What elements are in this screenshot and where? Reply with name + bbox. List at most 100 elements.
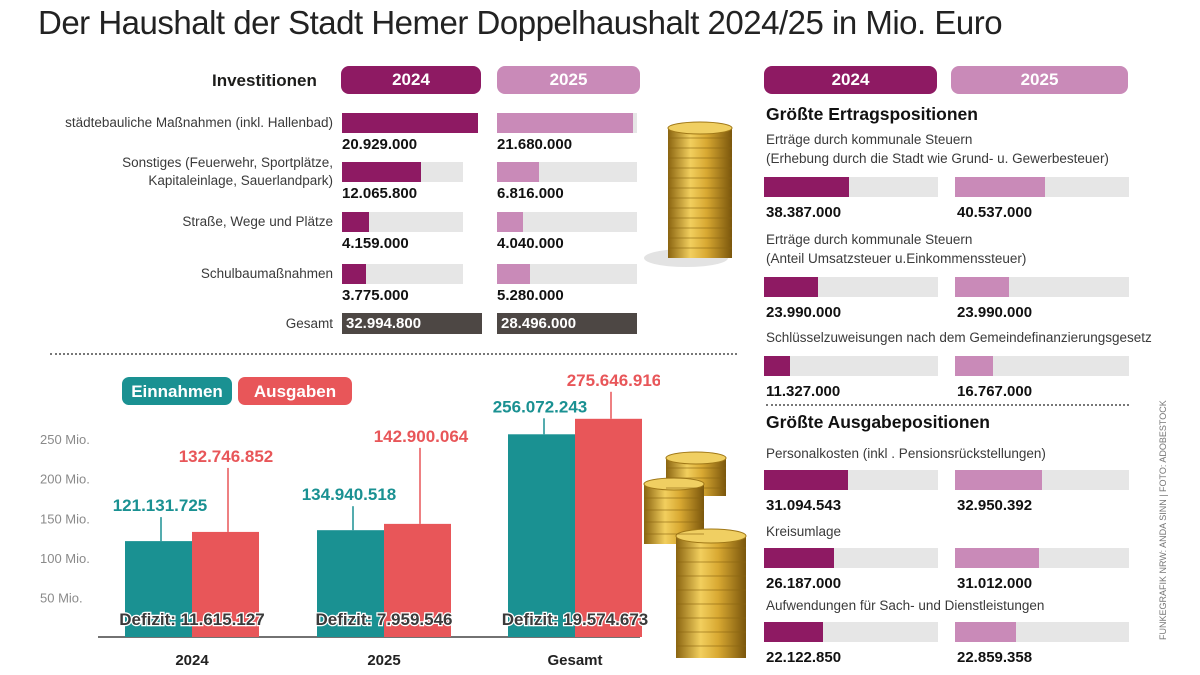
bar-einnahmen bbox=[125, 541, 192, 637]
x-tick-label: Gesamt bbox=[547, 652, 602, 669]
investitionen-bar-2024 bbox=[342, 264, 367, 284]
ertrag-heading: Größte Ertragspositionen bbox=[766, 104, 978, 124]
investitionen-value-2025: 6.816.000 bbox=[497, 185, 564, 202]
ertrag-value-2024: 38.387.000 bbox=[766, 204, 842, 221]
ertrag-bar-track-2024 bbox=[764, 177, 938, 197]
investitionen-bar-track-2024 bbox=[342, 162, 463, 182]
ertrag-row-label: Erträge durch kommunale Steuern (Erhebung… bbox=[766, 132, 1109, 166]
y-tick-label: 250 Mio. bbox=[40, 432, 90, 447]
value-label-einnahmen: 121.131.725 bbox=[113, 496, 208, 515]
investitionen-bar-2025 bbox=[497, 113, 633, 133]
investitionen-bar-track-2024 bbox=[342, 113, 478, 133]
investitionen-bar-2025 bbox=[497, 264, 530, 284]
ausgabe-bar-2024 bbox=[764, 470, 848, 490]
investitionen-bar-track-2025 bbox=[497, 162, 637, 182]
y-tick-label: 200 Mio. bbox=[40, 472, 90, 487]
ausgabe-row-label: Personalkosten (inkl . Pensionsrückstell… bbox=[766, 446, 1046, 461]
investitionen-value-2025: 4.040.000 bbox=[497, 235, 564, 252]
ertrag-value-2025: 23.990.000 bbox=[957, 304, 1033, 321]
bar-ausgaben bbox=[192, 531, 259, 637]
ertrag-value-2024: 23.990.000 bbox=[766, 304, 842, 321]
ausgabe-bar-2025 bbox=[955, 622, 1016, 642]
section-divider bbox=[50, 353, 737, 355]
einnahmen-ausgaben-chart: Einnahmen Ausgaben 50 Mio. 100 Mio. 150 Mio.… bbox=[40, 371, 660, 669]
ertrag-bar-2025 bbox=[955, 356, 994, 376]
investitionen-bar-track-2024 bbox=[342, 264, 463, 284]
investitionen-bar-2024 bbox=[342, 162, 421, 182]
investitionen-bar-track-2024 bbox=[342, 212, 463, 232]
ausgabe-row-label: Aufwendungen für Sach- und Dienstleistun… bbox=[766, 598, 1045, 613]
investitionen-total-label: Gesamt bbox=[285, 316, 333, 331]
value-label-ausgaben: 142.900.064 bbox=[374, 427, 469, 446]
investitionen-bar-2025 bbox=[497, 162, 540, 182]
ausgabe-bar-track-2024 bbox=[764, 548, 938, 568]
ertrag-row-label: Schlüsselzuweisungen nach dem Gemeindefi… bbox=[766, 330, 1152, 345]
bar-ausgaben bbox=[384, 523, 451, 637]
ertrag-bar-2025 bbox=[955, 277, 1009, 297]
investitionen-pill-2024: 2024 bbox=[341, 66, 481, 94]
ertrag-row-label: Erträge durch kommunale Steuern (Anteil U… bbox=[766, 232, 1027, 266]
value-label-einnahmen: 134.940.518 bbox=[302, 485, 397, 504]
x-tick-label: 2024 bbox=[175, 652, 209, 669]
page-title: Der Haushalt der Stadt Hemer Doppelhaush… bbox=[38, 4, 1003, 41]
ausgabe-bar-track-2024 bbox=[764, 622, 938, 642]
ertrag-bar-track-2025 bbox=[955, 177, 1129, 197]
value-label-einnahmen: 256.072.243 bbox=[493, 397, 588, 416]
investitionen-value-2024: 12.065.800 bbox=[342, 185, 418, 202]
investitionen-row-label: Straße, Wege und Plätze bbox=[182, 214, 333, 229]
investitionen-total-2025: 28.496.000 bbox=[497, 313, 637, 334]
legend-ausgaben-label: Ausgaben bbox=[254, 382, 336, 401]
bar-einnahmen bbox=[508, 434, 575, 637]
ertrag-bar-track-2024 bbox=[764, 356, 938, 376]
ausgabe-bar-track-2024 bbox=[764, 470, 938, 490]
bar-einnahmen bbox=[317, 530, 384, 637]
investitionen-bar-2025 bbox=[497, 212, 523, 232]
y-tick-label: 100 Mio. bbox=[40, 551, 90, 566]
ertrag-value-2024: 11.327.000 bbox=[766, 383, 841, 400]
value-label-ausgaben: 132.746.852 bbox=[179, 447, 274, 466]
investitionen-bar-track-2025 bbox=[497, 264, 637, 284]
legend-einnahmen-pill bbox=[122, 377, 232, 405]
ausgabe-value-2025: 22.859.358 bbox=[957, 649, 1033, 666]
ertrag-value-2025: 40.537.000 bbox=[957, 204, 1033, 221]
investitionen-bar-2024 bbox=[342, 113, 478, 133]
ertrag-bar-track-2024 bbox=[764, 277, 938, 297]
investitionen-value-2025: 21.680.000 bbox=[497, 136, 573, 153]
ertrag-bar-track-2025 bbox=[955, 277, 1129, 297]
right-pill-2024: 2024 bbox=[764, 66, 937, 94]
ertrag-bar-2024 bbox=[764, 356, 791, 376]
ausgabe-value-2025: 32.950.392 bbox=[957, 497, 1033, 514]
coin-stacks-illustration bbox=[643, 121, 747, 658]
x-tick-label: 2025 bbox=[367, 652, 400, 669]
investitionen-bar-2024 bbox=[342, 212, 370, 232]
investitionen-heading: Investitionen bbox=[212, 71, 317, 90]
deficit-label: Defizit: 11.615.127 bbox=[119, 610, 265, 629]
ausgabe-bar-track-2025 bbox=[955, 470, 1129, 490]
investitionen-pill-2025: 2025 bbox=[497, 66, 640, 94]
ausgabe-row-label: Kreisumlage bbox=[766, 524, 842, 539]
investitionen-row-label: Schulbaumaßnahmen bbox=[200, 266, 333, 281]
ausgabe-bar-2025 bbox=[955, 548, 1039, 568]
ausgabe-bar-2024 bbox=[764, 548, 834, 568]
deficit-label: Defizit: 7.959.546 bbox=[315, 610, 452, 629]
investitionen-bar-track-2025 bbox=[497, 212, 637, 232]
ausgabe-bar-2024 bbox=[764, 622, 824, 642]
legend-ausgaben-pill bbox=[238, 377, 352, 405]
investitionen-value-2024: 4.159.000 bbox=[342, 235, 409, 252]
ausgabe-value-2024: 31.094.543 bbox=[766, 497, 842, 514]
y-tick-label: 150 Mio. bbox=[40, 511, 90, 526]
investitionen-bar-track-2025 bbox=[497, 113, 637, 133]
ausgabe-heading: Größte Ausgabepositionen bbox=[766, 412, 990, 432]
value-label-ausgaben: 275.646.916 bbox=[567, 371, 660, 390]
ertrag-value-2025: 16.767.000 bbox=[957, 383, 1033, 400]
credit-text: FUNKEGRAFIK NRW: ANDA SINN | FOTO: ADOBE… bbox=[1158, 400, 1168, 640]
ertrag-bar-2024 bbox=[764, 177, 850, 197]
ausgabe-bar-track-2025 bbox=[955, 622, 1129, 642]
investitionen-total-2024: 32.994.800 bbox=[342, 313, 482, 334]
deficit-label: Defizit: 19.574.673 bbox=[502, 610, 648, 629]
ausgabe-value-2024: 22.122.850 bbox=[766, 649, 842, 666]
ertrag-bar-2025 bbox=[955, 177, 1046, 197]
ausgabe-bar-2025 bbox=[955, 470, 1042, 490]
legend-einnahmen-label: Einnahmen bbox=[131, 382, 223, 401]
right-divider bbox=[766, 404, 1129, 406]
